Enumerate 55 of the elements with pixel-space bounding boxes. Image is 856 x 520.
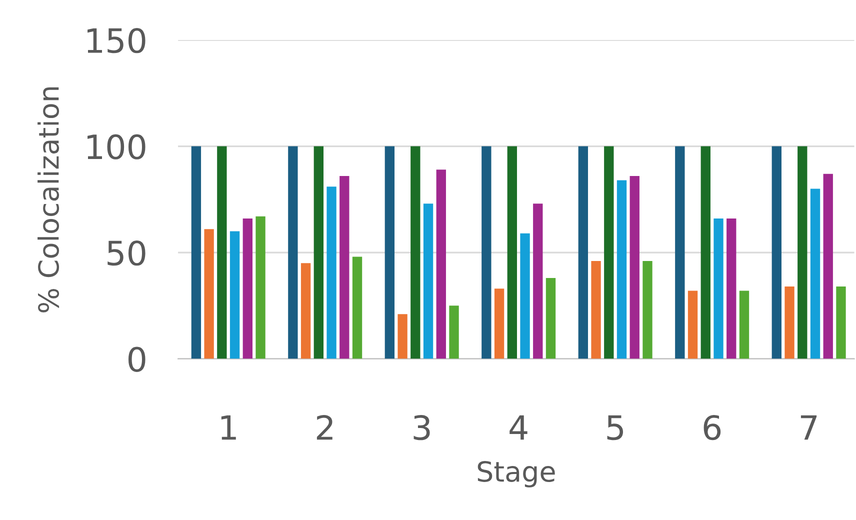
x-axis-title: Stage [478,460,555,488]
x-tick-label: 6 [704,414,721,440]
bar [494,288,504,359]
bar [823,174,833,359]
bar [616,180,627,359]
x-tick-label: 5 [607,415,624,440]
bar [642,261,652,359]
bar [314,146,324,359]
bar [398,314,408,359]
bar [836,286,846,359]
x-tick-label: 7 [800,415,817,440]
x-tick-label: 4 [510,415,528,440]
bar [256,216,266,359]
bar [436,170,446,359]
bar [714,218,724,359]
bar [546,278,556,359]
bar [410,146,420,359]
y-tick-label: 100 [88,134,146,160]
x-tick-label: 3 [414,414,430,440]
bar [288,146,298,359]
bar [507,146,517,359]
bar [675,146,685,359]
bar [591,261,601,359]
bar [739,290,750,359]
bar [230,231,240,359]
bar [520,233,530,359]
bar [482,146,492,359]
y-tick-label: 50 [108,240,146,266]
x-tick-label: 1 [221,415,236,440]
bar [578,146,588,359]
bar [204,229,214,359]
bar [340,176,350,359]
y-tick-label: 150 [88,28,146,54]
bar [300,263,311,359]
bar [700,146,710,359]
bar [604,146,614,359]
bar [423,204,434,359]
bar [810,188,820,359]
bar [784,286,794,359]
bar [352,256,362,359]
bar [326,186,336,359]
x-tick-label: 2 [316,414,332,440]
bar [449,306,459,359]
bar [688,290,698,359]
bar [533,204,543,359]
y-axis-title: % Colocalization [38,87,60,312]
y-tick-label: 0 [128,346,146,372]
bar [630,176,640,359]
bar [384,146,395,359]
bar [772,146,782,359]
bar [726,218,736,359]
bar [798,146,808,359]
bar [217,146,227,359]
bar [242,218,252,359]
bar [191,146,202,359]
